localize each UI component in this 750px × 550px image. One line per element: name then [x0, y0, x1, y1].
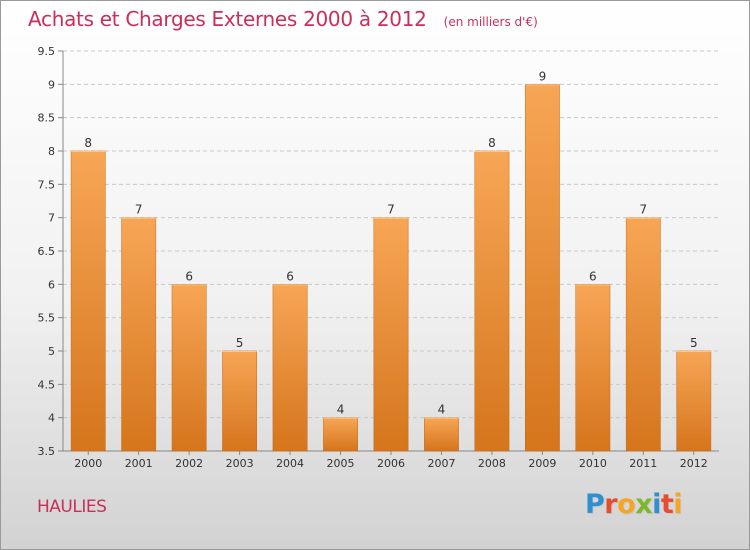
- logo-letter: r: [604, 489, 618, 520]
- y-tick-label: 9: [48, 78, 55, 91]
- value-label: 8: [84, 136, 92, 150]
- bar: [575, 284, 611, 452]
- y-tick-label: 8.5: [38, 112, 56, 125]
- value-label: 8: [488, 136, 496, 150]
- value-labels: 8 7 6 5 6 4 7 4 8 9 6 7 5: [84, 69, 697, 416]
- y-tick-label: 8: [48, 145, 55, 158]
- value-label: 6: [286, 269, 294, 283]
- x-tick-label: 2001: [125, 457, 153, 470]
- x-tick-label: 2007: [427, 457, 455, 470]
- logo-letter: t: [660, 489, 674, 520]
- x-tick-label: 2006: [377, 457, 405, 470]
- x-tick-labels: 2000 2001 2002 2003 2004 2005 2006 2007 2008 2009…: [74, 457, 708, 470]
- bar: [272, 284, 308, 452]
- value-label: 7: [135, 203, 143, 217]
- value-label: 5: [690, 336, 698, 350]
- x-tick-label: 2005: [327, 457, 355, 470]
- x-tick-label: 2002: [175, 457, 203, 470]
- value-label: 7: [387, 203, 395, 217]
- x-tick-label: 2008: [478, 457, 506, 470]
- x-tick-label: 2003: [226, 457, 254, 470]
- value-label: 7: [639, 203, 647, 217]
- value-label: 9: [539, 69, 547, 83]
- value-label: 6: [185, 269, 193, 283]
- y-tick-label: 9.5: [38, 45, 56, 58]
- y-tick-label: 6: [48, 278, 55, 291]
- bar: [222, 350, 258, 452]
- y-tick-label: 7.5: [38, 178, 56, 191]
- bar: [373, 217, 409, 452]
- logo-letter: i: [652, 489, 661, 520]
- x-tick-label: 2012: [680, 457, 708, 470]
- bars: [70, 84, 712, 452]
- proxiti-logo[interactable]: Proxiti: [585, 489, 683, 520]
- chart-title: Achats et Charges Externes 2000 à 2012: [28, 7, 427, 31]
- bar: [121, 217, 157, 452]
- y-tick-label: 7: [48, 212, 55, 225]
- x-tick-label: 2010: [579, 457, 607, 470]
- logo-letter: o: [617, 489, 636, 520]
- y-tick-label: 4: [48, 412, 55, 425]
- value-label: 6: [589, 269, 597, 283]
- bar: [676, 350, 712, 452]
- chart-subtitle: (en milliers d'€): [443, 15, 538, 29]
- y-tick-label: 4.5: [38, 378, 56, 391]
- x-tick-label: 2000: [74, 457, 102, 470]
- bar: [424, 417, 459, 452]
- x-tick-label: 2009: [528, 457, 556, 470]
- x-tick-label: 2011: [629, 457, 657, 470]
- logo-letter: i: [673, 489, 683, 520]
- bar: [625, 217, 661, 452]
- y-tick-label: 5.5: [38, 312, 56, 325]
- y-tick-label: 5: [48, 345, 55, 358]
- value-label: 5: [236, 336, 244, 350]
- x-tick-label: 2004: [276, 457, 304, 470]
- bar: [474, 150, 510, 452]
- bar: [524, 84, 560, 452]
- value-label: 4: [337, 403, 345, 417]
- value-label: 4: [438, 403, 446, 417]
- logo-letter: x: [635, 489, 653, 520]
- y-tick-labels: 3.5 4 4.5 5 5.5 6 6.5 7 7.5 8 8.5 9 9.5: [38, 45, 56, 458]
- logo-letter: P: [585, 489, 605, 520]
- y-tick-label: 3.5: [38, 445, 56, 458]
- bar: [70, 150, 106, 452]
- bar: [323, 417, 358, 452]
- title-row: Achats et Charges Externes 2000 à 2012 (…: [28, 7, 538, 31]
- bar: [171, 284, 207, 452]
- y-tick-label: 6.5: [38, 245, 56, 258]
- commune-name: HAULIES: [37, 497, 107, 517]
